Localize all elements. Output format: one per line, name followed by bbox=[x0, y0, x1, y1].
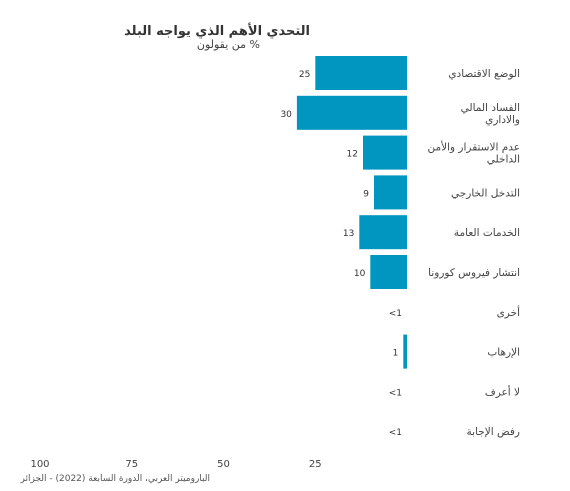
category-label: أخرى bbox=[497, 305, 521, 319]
data-label: 9 bbox=[363, 189, 369, 199]
x-tick-label: 100 bbox=[30, 459, 49, 470]
category-label: الوضع الاقتصادي bbox=[448, 68, 520, 80]
x-tick-label: 50 bbox=[217, 459, 230, 470]
bar bbox=[363, 135, 407, 170]
category-label: انتشار فيروس كورونا bbox=[428, 267, 520, 279]
bar bbox=[359, 215, 407, 250]
category-label: لا أعرف bbox=[485, 384, 520, 398]
chart-source: الباروميتر العربي، الدورة السابعة (2022)… bbox=[20, 474, 210, 484]
data-label: 12 bbox=[347, 150, 358, 160]
category-label: عدم الاستقرار والأمن الداخلي bbox=[427, 141, 520, 166]
x-tick-label: 25 bbox=[309, 459, 322, 470]
data-label: 25 bbox=[299, 70, 310, 80]
bar bbox=[315, 56, 408, 90]
category-label: الخدمات العامة bbox=[454, 227, 520, 239]
category-label: الفساد المالي والاداري bbox=[461, 102, 520, 126]
data-label: <1 bbox=[389, 309, 402, 319]
category-label: التدخل الخارجي bbox=[451, 187, 520, 199]
data-label: 13 bbox=[343, 229, 354, 239]
chart-title: التحدي الأهم الذي يواجه البلد bbox=[124, 24, 310, 39]
data-label: <1 bbox=[389, 388, 402, 398]
data-label: 1 bbox=[393, 349, 399, 359]
chart-subtitle: % من يقولون bbox=[196, 38, 260, 51]
x-tick-label: 75 bbox=[125, 459, 138, 470]
data-label: <1 bbox=[389, 428, 402, 438]
bar bbox=[296, 95, 407, 130]
bar bbox=[403, 334, 407, 369]
data-label: 30 bbox=[280, 110, 292, 120]
data-label: 10 bbox=[354, 269, 366, 279]
category-label: رفض الإجابة bbox=[467, 426, 520, 438]
category-label: الإرهاب bbox=[487, 347, 520, 359]
bar bbox=[374, 175, 407, 210]
bar bbox=[370, 255, 407, 289]
